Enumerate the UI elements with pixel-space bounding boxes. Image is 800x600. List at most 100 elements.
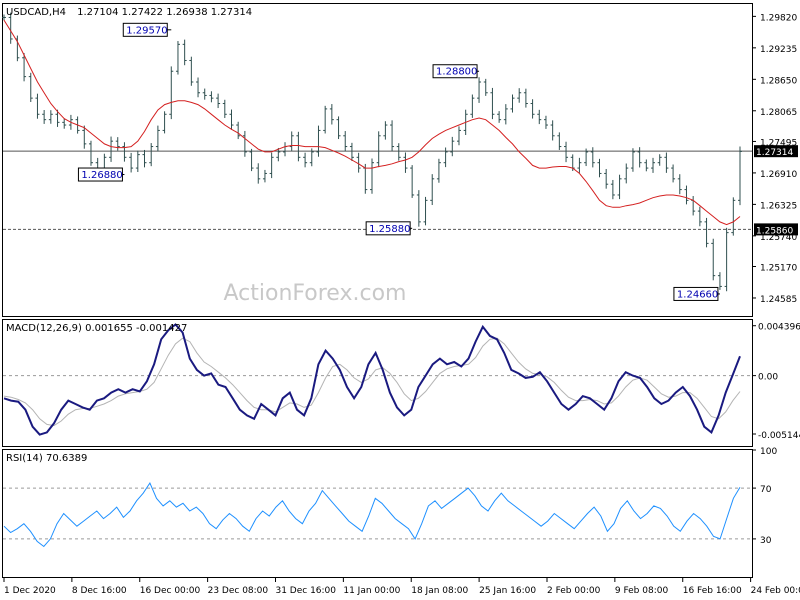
rsi-title: RSI(14) 70.6389: [6, 453, 87, 464]
annotation-label: 1.28800: [436, 67, 477, 78]
macd-signal-line: [3, 337, 741, 427]
price-bar: [490, 87, 495, 120]
x-tick-label: 1 Dec 2020: [4, 586, 56, 596]
price-bar: [597, 158, 602, 178]
price-bar: [423, 196, 428, 226]
price-bar: [88, 140, 93, 166]
macd-y-tick-label: 0.00: [758, 373, 778, 383]
price-bar: [731, 197, 736, 236]
price-bar: [370, 158, 374, 194]
macd-y-tick-label: -0.005144: [758, 431, 800, 441]
price-bar: [289, 131, 294, 151]
price-y-tick-label: 1.28065: [760, 108, 797, 118]
price-bar: [470, 94, 475, 118]
price-bar: [22, 53, 27, 82]
price-y-tick-label: 1.28650: [760, 76, 797, 86]
price-bar: [316, 125, 321, 157]
price-level-label: 1.27314: [756, 148, 793, 158]
price-bar: [390, 120, 395, 152]
price-y-tick-label: 1.24585: [760, 295, 797, 305]
price-y-tick-label: 1.27495: [760, 138, 797, 148]
price-bar: [343, 131, 348, 152]
price-bar: [590, 147, 595, 168]
annotation-box: [365, 221, 411, 236]
price-y-tick-label: 1.29820: [760, 13, 797, 23]
price-bar: [169, 66, 174, 120]
price-bar: [577, 157, 582, 173]
annotation-box: [122, 22, 168, 37]
price-bar: [35, 93, 40, 119]
price-y-axis: 1.27314 1.25860 1.29820 1.29235 1.28650 1.280…: [752, 13, 798, 305]
price-bar: [617, 174, 622, 200]
price-bar: [497, 111, 502, 123]
price-bar: [48, 110, 53, 124]
x-tick-label: 2 Feb 00:00: [547, 586, 601, 596]
x-tick-label: 24 Feb 00:00: [751, 586, 800, 596]
price-bar: [477, 77, 482, 103]
price-y-tick-label: 1.25740: [760, 233, 797, 243]
price-annotations: 1.29570 1.26880 1.28800 1.25880 1.24660: [77, 22, 720, 301]
rsi-y-tick-label: 100: [760, 447, 777, 457]
chart-title: USDCAD,H4 1.27104 1.27422 1.26938 1.2731…: [6, 7, 252, 18]
price-bar: [202, 88, 207, 100]
price-bar: [483, 78, 488, 96]
price-bar: [182, 39, 187, 66]
price-bar: [624, 163, 629, 184]
price-bar: [450, 136, 455, 157]
price-y-tick-label: 1.26910: [760, 170, 797, 180]
price-bar: [82, 125, 87, 149]
x-tick-label: 16 Feb 16:00: [683, 586, 742, 596]
x-tick-label: 11 Jan 00:00: [343, 586, 400, 596]
price-bar: [242, 130, 247, 157]
chart-title-ohlc: 1.27104 1.27422 1.26938 1.27314: [77, 7, 252, 18]
price-bar: [296, 131, 301, 162]
price-bar: [269, 152, 274, 179]
price-bar: [564, 141, 569, 163]
price-bar: [717, 272, 722, 290]
price-bar: [537, 109, 542, 125]
annotation-box: [673, 286, 719, 301]
price-bar: [704, 217, 709, 248]
price-bar: [309, 148, 314, 167]
price-bar: [62, 118, 67, 129]
price-bar: [262, 169, 267, 183]
price-bar: [115, 137, 120, 151]
price-bar: [55, 109, 60, 127]
macd-y-axis: 0.004396 0.00 -0.005144: [752, 323, 800, 441]
price-bar: [229, 109, 234, 130]
annotation-label: 1.25880: [369, 224, 410, 235]
price-bars: [2, 12, 742, 292]
price-bar: [142, 149, 147, 168]
price-bar: [196, 77, 201, 98]
price-bar: [135, 150, 140, 172]
annotation-label: 1.29570: [126, 25, 167, 36]
annotation-box: [77, 167, 123, 182]
annotation-label: 1.24660: [677, 289, 718, 300]
price-bar: [356, 152, 361, 173]
price-bar: [697, 206, 702, 227]
price-pane-frame: [2, 3, 753, 317]
rsi-pane-frame: [2, 449, 753, 578]
price-bar: [604, 168, 609, 189]
price-y-tick-label: 1.26325: [760, 201, 797, 211]
price-bar: [149, 143, 154, 167]
price-bar: [584, 148, 589, 167]
price-bar: [517, 88, 522, 103]
price-bar: [28, 72, 33, 102]
time-x-axis: 1 Dec 2020 8 Dec 16:00 16 Dec 00:00 23 Dec …: [3, 578, 800, 596]
price-bar: [610, 179, 615, 200]
price-bar: [8, 12, 13, 44]
price-bar: [162, 111, 167, 134]
price-level-label: 1.25860: [756, 226, 793, 236]
price-bar: [256, 163, 261, 184]
price-bar: [456, 126, 461, 146]
price-bar: [550, 120, 555, 141]
price-bar: [443, 147, 448, 168]
price-y-tick-label: 1.29235: [760, 45, 797, 55]
price-bar: [236, 121, 241, 140]
watermark: ActionForex.com: [224, 281, 407, 306]
price-bar: [376, 131, 381, 168]
price-bar: [403, 152, 408, 173]
annotation-box: [432, 64, 478, 79]
